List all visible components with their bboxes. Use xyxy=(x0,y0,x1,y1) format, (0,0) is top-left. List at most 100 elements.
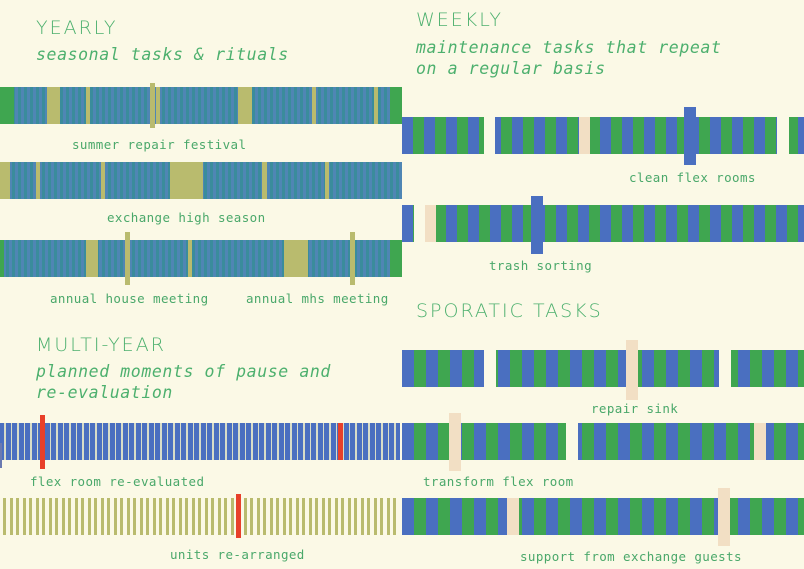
fine-stripe xyxy=(69,162,72,199)
week-stripe xyxy=(798,423,804,460)
fine-stripe xyxy=(360,162,363,199)
year-line xyxy=(218,423,220,460)
fine-stripe xyxy=(309,240,312,277)
year-line xyxy=(329,423,331,460)
task-marker-repair-sink xyxy=(626,340,638,400)
year-line xyxy=(270,423,272,460)
fine-stripe xyxy=(381,162,384,199)
year-line xyxy=(192,423,194,460)
fine-stripe xyxy=(3,240,6,277)
pause-marker-units xyxy=(236,494,241,538)
fine-stripe xyxy=(57,240,60,277)
week-stripe xyxy=(490,205,501,242)
year-line xyxy=(185,498,188,535)
fine-stripe xyxy=(312,162,315,199)
fine-stripe xyxy=(21,87,24,124)
week-stripe xyxy=(618,498,630,535)
year-line xyxy=(29,498,32,535)
fine-stripe xyxy=(159,162,162,199)
fine-stripe xyxy=(351,87,354,124)
week-stripe xyxy=(690,350,702,387)
fine-stripe xyxy=(354,162,357,199)
task-marker-support-from-exchange-guests xyxy=(718,488,730,546)
year-line xyxy=(69,423,71,460)
year-line xyxy=(75,423,77,460)
fine-stripe xyxy=(78,162,81,199)
fine-stripe xyxy=(87,162,90,199)
week-stripe xyxy=(642,498,654,535)
year-line xyxy=(263,498,266,535)
fine-stripe xyxy=(372,87,375,124)
week-stripe xyxy=(690,423,702,460)
week-stripe xyxy=(522,423,534,460)
week-stripe xyxy=(546,423,558,460)
sporadic-strip-2 xyxy=(402,413,804,471)
fine-stripe xyxy=(66,240,69,277)
fine-stripe xyxy=(15,87,18,124)
fine-stripe xyxy=(309,162,312,199)
year-line xyxy=(212,423,214,460)
fine-stripe xyxy=(342,87,345,124)
week-stripe xyxy=(798,205,804,242)
label-transform-flex-room: transform flex room xyxy=(423,474,574,489)
fine-stripe xyxy=(318,162,321,199)
year-line xyxy=(198,498,201,535)
year-line xyxy=(191,498,195,535)
week-stripe xyxy=(688,205,699,242)
year-line xyxy=(74,498,78,535)
year-line xyxy=(230,498,234,535)
fine-stripe xyxy=(54,240,57,277)
week-stripe xyxy=(570,498,582,535)
week-stripe xyxy=(414,350,426,387)
week-stripe xyxy=(611,205,622,242)
fine-stripe xyxy=(288,162,291,199)
week-stripe xyxy=(534,423,546,460)
week-stripe xyxy=(523,117,534,154)
year-line xyxy=(121,423,123,460)
fine-stripe xyxy=(357,87,360,124)
fine-stripe xyxy=(168,240,171,277)
ritual-bar xyxy=(325,162,329,199)
fine-stripe xyxy=(258,87,261,124)
label-clean-flex-rooms: clean flex rooms xyxy=(629,170,756,185)
fine-stripe xyxy=(399,162,402,199)
fine-stripe xyxy=(282,87,285,124)
fine-stripe xyxy=(330,240,333,277)
fine-stripe xyxy=(255,87,258,124)
fine-stripe xyxy=(96,162,99,199)
week-stripe xyxy=(655,117,666,154)
fine-stripe xyxy=(348,240,351,277)
week-stripe xyxy=(666,423,678,460)
fine-stripe xyxy=(378,87,381,124)
fine-stripe xyxy=(18,87,21,124)
fine-stripe xyxy=(366,162,369,199)
fine-stripe xyxy=(336,162,339,199)
ritual-bar xyxy=(36,162,40,199)
season-edge xyxy=(390,240,402,277)
week-stripe xyxy=(738,350,750,387)
fine-stripe xyxy=(384,87,387,124)
season-edge xyxy=(0,162,10,199)
fine-stripe xyxy=(378,162,381,199)
year-line xyxy=(380,498,383,535)
fine-stripe xyxy=(54,162,57,199)
week-stripe xyxy=(556,205,567,242)
fine-stripe xyxy=(204,240,207,277)
fine-stripe xyxy=(132,87,135,124)
fine-stripe xyxy=(177,240,180,277)
fine-stripe xyxy=(150,240,153,277)
year-line xyxy=(257,423,259,460)
year-line xyxy=(23,423,25,460)
week-stripe xyxy=(765,205,776,242)
fine-stripe xyxy=(219,87,222,124)
fine-stripe xyxy=(282,240,285,277)
multi-year-strip-2 xyxy=(0,494,400,538)
fine-stripe xyxy=(360,87,363,124)
week-stripe xyxy=(765,117,776,154)
fine-stripe xyxy=(321,240,324,277)
week-stripe xyxy=(501,205,512,242)
fine-stripe xyxy=(306,87,309,124)
week-stripe xyxy=(606,350,618,387)
fine-stripe xyxy=(114,240,117,277)
week-stripe xyxy=(474,350,486,387)
